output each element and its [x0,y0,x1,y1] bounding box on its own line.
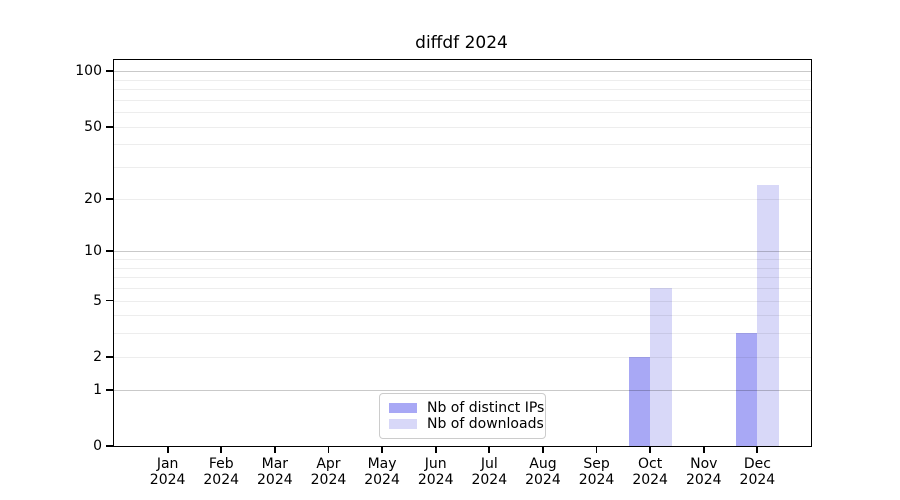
legend-item-distinct-ips: Nb of distinct IPs [389,400,544,416]
legend-swatch-distinct-ips-icon [389,403,417,413]
x-tick-mark-feb [220,446,223,453]
x-tick-mark-nov [702,446,705,453]
x-tick-label-nov: Nov 2024 [685,456,722,488]
legend-swatch-downloads-icon [389,419,417,429]
gridline-40 [114,144,811,146]
gridline-9 [114,259,811,261]
gridline-50 [114,126,811,128]
legend-label-downloads: Nb of downloads [427,416,544,432]
gridline-30 [114,167,811,169]
y-tick-label-1: 1 [93,381,102,398]
plot-area: 0 1 2 5 10 20 50 100 Jan 2024 Feb 2024 Mar 2024 Apr 202… [75,59,812,488]
x-tick-label-jul: Jul 2024 [471,456,508,488]
gridline-2 [114,356,811,358]
bar-oct-downloads [650,287,672,446]
x-tick-mark-apr [327,446,330,453]
y-tick-label-0: 0 [93,438,102,454]
x-tick-label-jan: Jan 2024 [149,456,186,488]
y-tick-label-20: 20 [84,190,102,207]
legend-label-distinct-ips: Nb of distinct IPs [427,400,545,416]
y-tick-mark-1 [106,388,113,391]
x-tick-label-may: May 2024 [364,456,400,488]
gridline-4 [114,315,811,317]
x-tick-mark-jun [434,446,437,453]
gridline-5 [114,300,811,302]
gridline-3 [114,333,811,335]
y-tick-mark-20 [106,197,113,200]
x-tick-mark-jul [488,446,491,453]
chart-title: diffdf 2024 [415,33,508,53]
ticks-layer: 0 1 2 5 10 20 50 100 Jan 2024 Feb 2024 Mar 2024 Apr 202… [75,60,811,488]
x-tick-label-aug: Aug 2024 [525,456,561,488]
x-tick-mark-may [381,446,383,453]
gridline-1 [114,389,811,391]
y-tick-label-5: 5 [93,292,102,309]
gridline-100 [114,71,811,73]
x-tick-label-jun: Jun 2024 [417,456,454,488]
gridline-70 [114,99,811,101]
bar-oct-distinct-ips [628,356,651,446]
bars-layer [114,60,811,446]
y-tick-mark-5 [106,299,113,302]
gridline-8 [114,267,811,269]
y-tick-mark-0 [106,445,113,447]
y-tick-mark-2 [106,355,113,358]
y-tick-label-100: 100 [75,63,102,80]
legend-item-downloads: Nb of downloads [389,416,544,432]
legend: Nb of distinct IPs Nb of downloads [379,393,546,439]
x-tick-mark-oct [649,446,652,453]
grid-layer [114,60,811,446]
bar-dec-distinct-ips [735,333,758,446]
x-tick-mark-jan [166,446,169,453]
x-tick-mark-sep [595,446,598,453]
y-tick-label-2: 2 [93,348,102,365]
x-tick-mark-dec [756,446,759,453]
x-tick-label-oct: Oct 2024 [632,456,668,488]
y-tick-mark-50 [106,125,113,128]
bar-dec-downloads [757,184,779,446]
gridline-20 [114,198,811,200]
x-tick-label-mar: Mar 2024 [257,456,293,488]
x-tick-label-apr: Apr 2024 [310,456,347,488]
x-tick-mark-aug [542,446,544,453]
gridline-90 [114,79,811,81]
gridline-6 [114,287,811,289]
y-tick-mark-100 [106,70,113,73]
y-tick-label-10: 10 [84,243,102,260]
gridline-10 [114,251,811,253]
x-tick-mark-mar [273,446,276,453]
x-tick-label-dec: Dec 2024 [739,456,776,488]
x-tick-label-sep: Sep 2024 [578,456,615,488]
y-tick-mark-10 [106,250,113,253]
gridline-7 [114,277,811,279]
gridline-60 [114,112,811,114]
y-tick-label-50: 50 [84,118,102,135]
x-tick-label-feb: Feb 2024 [203,456,240,488]
gridline-80 [114,89,811,91]
